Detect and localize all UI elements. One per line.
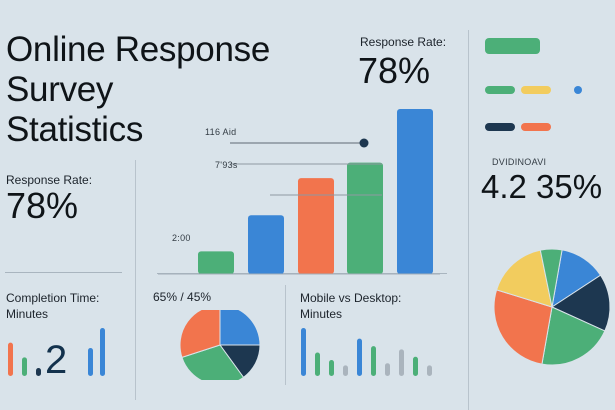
legend-swatch: [485, 123, 515, 131]
right-pie-chart: [493, 248, 611, 366]
mini-bar: [357, 338, 362, 376]
bar: [248, 215, 284, 274]
legend: [478, 30, 582, 140]
mini-bar: [413, 356, 418, 376]
pie-slice: [539, 248, 563, 308]
pie-slice: [495, 249, 553, 308]
divider: [285, 285, 286, 385]
mini-bar: [343, 365, 348, 376]
pie-slice: [179, 310, 221, 358]
annotation-label-1: 116 Aid: [205, 127, 237, 137]
mini-bar: [100, 328, 105, 376]
bar: [397, 109, 433, 274]
completion-big-digit: 2: [45, 338, 68, 382]
mini-bar: [315, 352, 320, 376]
left-kpi-value: 78%: [6, 185, 79, 226]
mobile-mini-bars: [301, 328, 432, 376]
mini-bar: [301, 328, 306, 376]
main-bar-chart: [158, 109, 440, 275]
annotation-dot: [359, 138, 369, 148]
pie-label: 65% / 45%: [153, 290, 212, 304]
mini-bar: [427, 365, 432, 376]
right-kpi-label: DVIDINOAVI: [492, 157, 547, 167]
mini-bar: [88, 348, 93, 376]
mini-bar: [8, 342, 13, 376]
legend-swatch: [521, 123, 551, 131]
page-title: Online Response Survey Statistics: [6, 30, 270, 149]
pie-slice: [493, 289, 553, 365]
pie-slice: [219, 310, 261, 346]
completion-mini-bars: [8, 328, 105, 376]
pie-slice: [541, 306, 606, 366]
legend-swatch: [521, 86, 551, 94]
mid-pie-chart: [179, 310, 261, 380]
mini-bar: [385, 363, 390, 376]
annotation-label-2: 7'93s: [215, 160, 238, 170]
left-kpi-label: Response Rate:: [6, 173, 93, 187]
divider: [135, 160, 136, 400]
mini-bar: [371, 346, 376, 376]
legend-swatch: [574, 86, 582, 94]
bar: [198, 251, 234, 274]
top-kpi-label: Response Rate:: [360, 35, 447, 49]
mobile-label: Mobile vs Desktop: Minutes: [300, 291, 402, 321]
mini-bar: [399, 349, 404, 376]
pie-slice: [550, 274, 611, 332]
divider: [468, 30, 469, 410]
divider: [5, 272, 122, 273]
right-kpi-value: 4.2 35%: [481, 168, 603, 205]
top-kpi-value: 78%: [358, 50, 431, 91]
mini-bar: [329, 360, 334, 376]
completion-label: Completion Time: Minutes: [6, 291, 100, 321]
mini-bar: [22, 357, 27, 376]
mini-bar: [36, 368, 41, 376]
legend-swatch: [485, 38, 540, 54]
pie-slice: [181, 344, 245, 380]
bar: [347, 162, 383, 274]
legend-swatch: [485, 86, 515, 94]
bar: [298, 178, 334, 274]
annotation-label-3: 2:00: [172, 233, 191, 243]
